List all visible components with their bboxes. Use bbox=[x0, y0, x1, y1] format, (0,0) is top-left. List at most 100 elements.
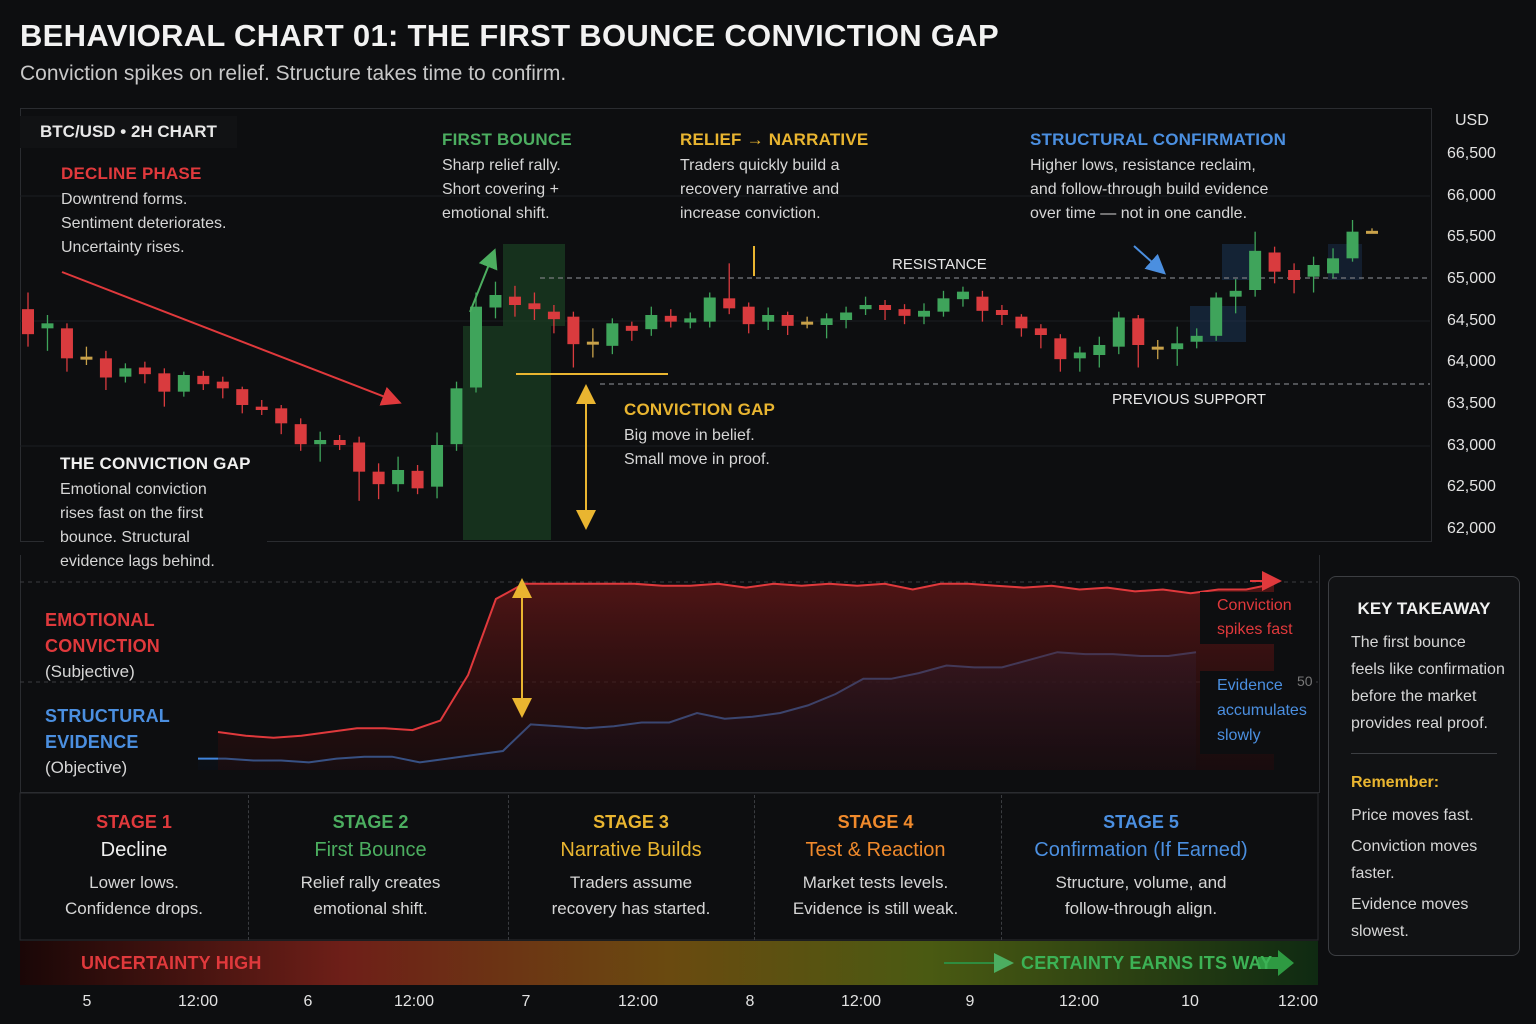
conviction-gap-annotation: THE CONVICTION GAP Emotional conviction … bbox=[44, 450, 267, 580]
stage-2-desc: Relief rally creates emotional shift. bbox=[300, 873, 441, 918]
structural-sub: (Objective) bbox=[45, 758, 128, 777]
y-tick-label: 62,000 bbox=[1447, 520, 1496, 537]
candle-body bbox=[1210, 297, 1223, 336]
price-chart-frame bbox=[20, 108, 1432, 542]
candle-body bbox=[1366, 230, 1378, 234]
stage-3: STAGE 3 Narrative Builds Traders assume … bbox=[508, 795, 754, 940]
candle-body bbox=[1229, 290, 1242, 297]
candle-body bbox=[236, 389, 249, 405]
stage-4-name: Test & Reaction bbox=[805, 839, 946, 861]
x-tick-label: 7 bbox=[521, 993, 531, 1010]
x-tick-label: 12:00 bbox=[840, 993, 882, 1010]
pair-label: BTC/USD • 2H CHART bbox=[20, 116, 237, 148]
stage-5-name: Confirmation (If Earned) bbox=[1034, 839, 1248, 861]
x-tick-label: 6 bbox=[303, 993, 313, 1010]
x-tick-label: 12:00 bbox=[617, 993, 659, 1010]
conviction-note-line1: Conviction bbox=[1217, 597, 1292, 614]
structural-annotation: STRUCTURAL CONFIRMATION Higher lows, res… bbox=[1030, 130, 1286, 226]
candle-body bbox=[820, 318, 833, 325]
y-axis-unit: USD bbox=[1455, 112, 1489, 129]
candle-body bbox=[1151, 346, 1164, 350]
candles bbox=[22, 220, 1378, 501]
candle-body bbox=[1268, 252, 1281, 272]
stage-1-desc: Lower lows. Confidence drops. bbox=[65, 873, 203, 918]
candle-body bbox=[606, 323, 619, 346]
stages-frame bbox=[19, 792, 1319, 941]
candle-body bbox=[99, 358, 112, 378]
candle-body bbox=[1288, 270, 1301, 280]
candle-body bbox=[703, 297, 716, 322]
takeaway-heading: KEY TAKEAWAY bbox=[1357, 599, 1491, 618]
x-tick-label: 12:00 bbox=[177, 993, 219, 1010]
candle-body bbox=[684, 318, 697, 323]
takeaway-text: The first bounce feels like confirmation… bbox=[1351, 634, 1505, 732]
candle-body bbox=[879, 305, 892, 310]
stage-5: STAGE 5 Confirmation (If Earned) Structu… bbox=[1001, 795, 1281, 940]
stage-5-desc: Structure, volume, and follow-through al… bbox=[1055, 873, 1227, 918]
remember-line-2: Conviction moves faster. bbox=[1351, 838, 1478, 882]
candle-body bbox=[41, 323, 54, 329]
candle-body bbox=[275, 408, 288, 424]
candle-body bbox=[450, 388, 463, 445]
stage-2-number: STAGE 2 bbox=[332, 812, 409, 832]
structural-label: STRUCTURAL EVIDENCE (Objective) bbox=[45, 703, 170, 781]
emotional-sub: (Subjective) bbox=[45, 662, 135, 681]
x-tick-label: 12:00 bbox=[1058, 993, 1100, 1010]
conviction-area bbox=[218, 583, 1274, 770]
candle-body bbox=[22, 309, 34, 335]
candle-body bbox=[801, 321, 814, 325]
structural-label-line1: STRUCTURAL bbox=[45, 706, 170, 726]
conviction-line bbox=[217, 582, 1275, 739]
stage-1-name: Decline bbox=[100, 839, 168, 861]
candle-body bbox=[995, 310, 1008, 315]
stage-3-name: Narrative Builds bbox=[560, 839, 702, 861]
candle-body bbox=[898, 309, 911, 316]
stage-4: STAGE 4 Test & Reaction Market tests lev… bbox=[754, 795, 997, 940]
takeaway-divider bbox=[1351, 753, 1497, 754]
uncertainty-label: UNCERTAINTY HIGH bbox=[81, 953, 262, 973]
stage-4-number: STAGE 4 bbox=[837, 812, 914, 832]
candle-body bbox=[840, 312, 853, 320]
candle-body bbox=[723, 298, 736, 309]
candle-body bbox=[976, 296, 989, 311]
certainty-bar bbox=[20, 941, 1318, 985]
y-tick-label: 62,500 bbox=[1447, 478, 1496, 496]
evidence-note-line1: Evidence bbox=[1217, 677, 1283, 694]
y-tick-label: 65,500 bbox=[1447, 228, 1496, 246]
candle-body bbox=[937, 298, 950, 312]
structural-label-line2: EVIDENCE bbox=[45, 732, 139, 752]
stage-1: STAGE 1 Decline Lower lows. Confidence d… bbox=[20, 795, 248, 940]
y-tick-label: 64,000 bbox=[1447, 353, 1496, 371]
candle-body bbox=[956, 291, 969, 300]
stage-divider bbox=[508, 795, 509, 940]
candle-body bbox=[80, 356, 93, 360]
indicator-lines bbox=[198, 571, 1282, 770]
first-bounce-text: Sharp relief rally. Short covering + emo… bbox=[442, 157, 561, 222]
decline-arrow bbox=[61, 271, 402, 406]
stage-1-number: STAGE 1 bbox=[96, 812, 172, 832]
candle-body bbox=[392, 470, 405, 485]
candle-body bbox=[1190, 335, 1203, 342]
support-label: PREVIOUS SUPPORT bbox=[1112, 391, 1266, 408]
candle-body bbox=[1346, 231, 1359, 259]
candle-body bbox=[138, 367, 151, 375]
candle-body bbox=[547, 311, 560, 320]
candle-body bbox=[431, 445, 444, 487]
candle-body bbox=[177, 375, 190, 392]
candle-body bbox=[1171, 343, 1184, 350]
bounce-arrow bbox=[469, 248, 498, 313]
candle-body bbox=[508, 296, 521, 305]
candle-body bbox=[1307, 265, 1320, 277]
candle-body bbox=[762, 315, 775, 322]
candle-body bbox=[1093, 345, 1106, 355]
stage-divider bbox=[248, 795, 249, 940]
candle-body bbox=[197, 375, 210, 385]
indicator-mid-tick: 50 bbox=[1297, 673, 1313, 689]
y-tick-label: 63,000 bbox=[1447, 436, 1496, 454]
x-tick-label: 12:00 bbox=[393, 993, 435, 1010]
y-tick-label: 66,000 bbox=[1447, 186, 1496, 204]
candle-body bbox=[119, 368, 132, 377]
candle-body bbox=[1034, 328, 1047, 335]
x-tick-label: 9 bbox=[965, 993, 975, 1010]
